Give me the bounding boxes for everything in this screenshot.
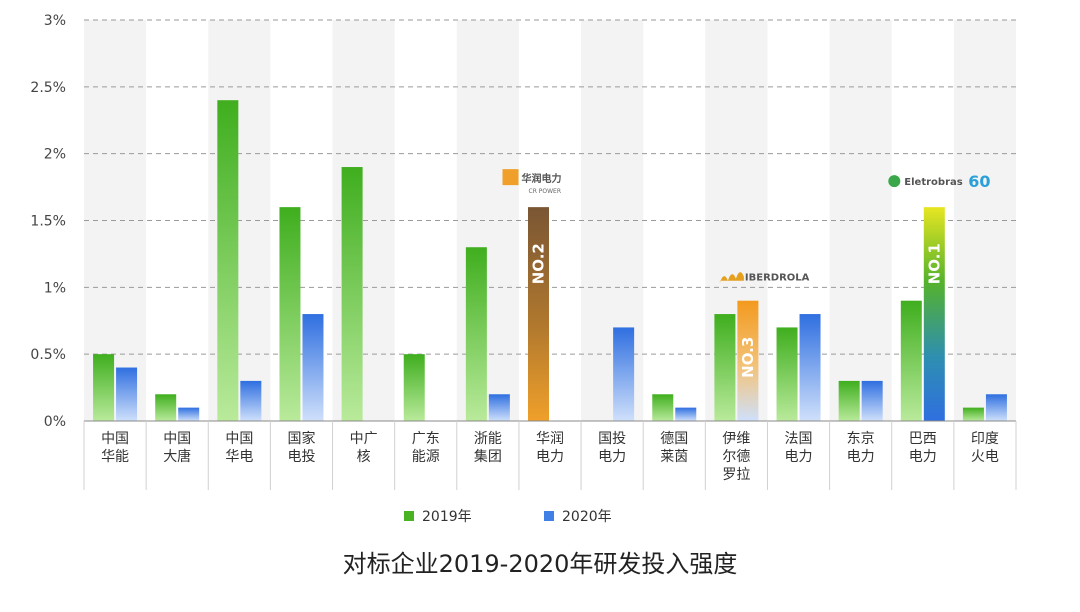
bar-2019 [403,354,425,421]
x-tick-label: 莱茵 [660,449,688,465]
company-logo: Eletrobras 60 [888,172,991,191]
bar-2019 [714,314,736,421]
x-tick-label: 中国 [163,431,191,447]
x-tick-label: 电力 [536,449,564,465]
x-tick-label: 国投 [598,431,626,447]
bar-2020 [923,207,945,421]
bar-2019 [93,354,115,421]
logo-mark [719,272,744,283]
x-tick-label: 能源 [412,449,440,465]
x-tick-label: 尔德 [722,449,750,465]
x-tick-label: 电力 [909,449,937,465]
logo-text: IBERDROLA [745,273,810,284]
x-tick-label: 东京 [847,431,875,447]
bar-2019 [838,380,860,421]
logo-text: Eletrobras [904,177,962,188]
x-tick-label: 巴西 [909,431,937,447]
y-tick-label: 0.5% [30,347,66,363]
bar-2019 [528,207,549,421]
x-tick-label: 集团 [474,448,502,465]
x-tick-label: 华电 [225,449,253,465]
rank-label: NO.3 [739,337,757,378]
x-tick-label: 核 [357,449,371,465]
x-axis: 中国华能中国大唐中国华电国家电投中广核广东能源浙能集团华润电力国投电力德国莱茵伊… [83,420,1017,490]
company-logo: IBERDROLA [719,272,810,284]
bar-2020 [737,300,759,421]
logo-subtext: CR POWER [529,188,562,195]
bar-2019 [155,394,177,421]
bar-2019 [465,247,487,421]
bar-2019 [900,300,922,421]
legend: 2019年 2020年 [404,509,612,525]
logo-mark [888,175,901,188]
gridlines [84,19,1016,355]
legend-swatch [404,511,414,521]
x-tick-label: 华能 [101,449,129,465]
x-tick-label: 印度 [971,431,999,447]
x-tick-label: 德国 [660,431,688,447]
bars [93,100,1007,421]
rank-annotations: NO.2 NO.3 NO.1 华润电力 CR POWER IBERDROLA Eletrob… [502,169,991,378]
x-tick-label: 大唐 [163,448,191,465]
y-tick-label: 2.5% [30,80,66,96]
bar-2019 [776,327,798,421]
y-tick-label: 3% [44,13,66,29]
bar-2019 [962,407,984,421]
x-tick-label: 电投 [287,449,315,465]
y-tick-label: 0% [44,414,66,430]
logo-text: 华润电力 [522,172,562,185]
x-tick-label: 华润 [536,431,564,447]
bar-2020 [799,314,821,421]
legend-swatch [544,511,554,521]
y-axis: 0% 0.5% 1% 1.5% 2% 2.5% 3% [30,13,66,430]
y-tick-label: 2% [44,147,66,163]
x-tick-label: 中广 [350,431,378,447]
x-tick-label: 伊维 [722,431,750,447]
chart-title: 对标企业2019-2020年研发投入强度 [343,550,738,578]
bar-2020 [488,394,510,421]
x-tick-label: 法国 [785,431,813,447]
bar-2020 [178,407,200,421]
legend-label: 2019年 [422,509,472,525]
y-tick-label: 1.5% [30,214,66,230]
x-tick-label: 国家 [287,430,315,447]
legend-label: 2020年 [562,509,612,525]
bar-2020 [116,367,138,421]
bar-2019 [652,394,674,421]
rank-label: NO.2 [530,243,548,284]
company-logo: 华润电力 CR POWER [502,169,562,195]
x-tick-label: 浙能 [474,431,502,447]
logo-anniversary: 60 [968,172,990,191]
x-tick-label: 电力 [785,449,813,465]
bar-2019 [279,207,301,421]
x-tick-label: 电力 [598,449,626,465]
x-tick-label: 罗拉 [722,467,750,483]
rank-label: NO.1 [925,243,943,284]
bar-2019 [341,167,363,421]
bar-2020 [302,314,324,421]
x-tick-label: 中国 [225,431,253,447]
x-tick-label: 中国 [101,431,129,447]
bar-2020 [240,380,262,421]
bar-2019 [217,100,239,421]
y-tick-label: 1% [44,280,66,296]
bar-2020 [613,327,635,421]
bar-2020 [985,394,1007,421]
x-tick-label: 火电 [971,449,999,465]
x-tick-label: 广东 [412,431,440,447]
x-tick-label: 电力 [847,449,875,465]
bar-2020 [675,407,697,421]
bar-2020 [861,380,883,421]
logo-mark [502,169,519,186]
